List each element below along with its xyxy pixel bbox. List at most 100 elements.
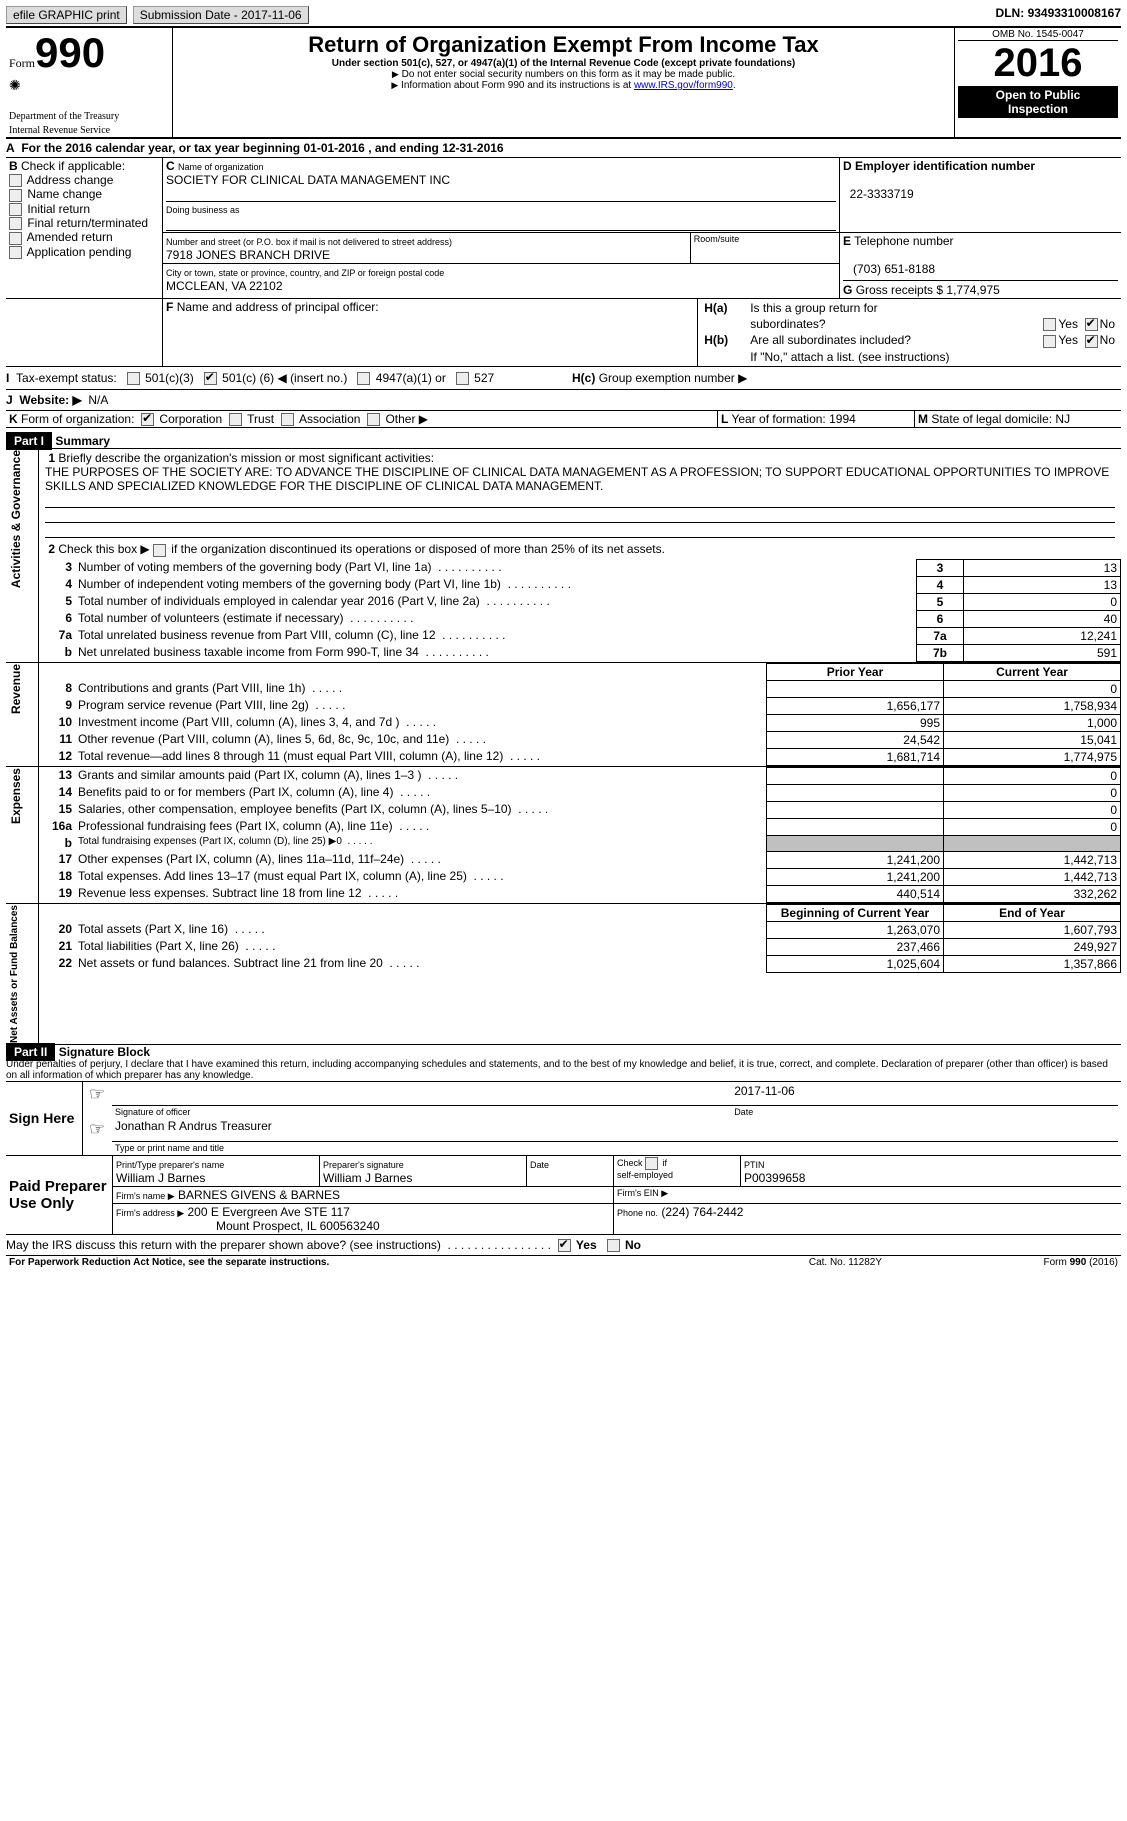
firm-name: BARNES GIVENS & BARNES bbox=[178, 1188, 340, 1202]
street-lbl: Number and street (or P.O. box if mail i… bbox=[166, 237, 452, 247]
topbar: efile GRAPHIC print Submission Date - 20… bbox=[6, 6, 1121, 28]
prep-sig: William J Barnes bbox=[323, 1171, 412, 1185]
ag-row: bNet unrelated business taxable income f… bbox=[39, 644, 1121, 661]
bcd-block: B Check if applicable: Address change Na… bbox=[6, 158, 1121, 298]
527-cb[interactable] bbox=[456, 372, 469, 385]
part1-title: Summary bbox=[55, 434, 110, 448]
city: MCCLEAN, VA 22102 bbox=[166, 279, 283, 293]
ein: 22-3333719 bbox=[850, 187, 914, 201]
data-row: 9Program service revenue (Part VIII, lin… bbox=[39, 697, 1121, 714]
sec-exp: Expenses bbox=[9, 768, 23, 824]
l1-txt: THE PURPOSES OF THE SOCIETY ARE: TO ADVA… bbox=[45, 465, 1109, 493]
data-row: 19Revenue less expenses. Subtract line 1… bbox=[39, 885, 1121, 902]
b-title: Check if applicable: bbox=[21, 159, 125, 173]
hb: Are all subordinates included? bbox=[747, 332, 1000, 348]
ha-no-cb[interactable] bbox=[1085, 318, 1098, 331]
org-name: SOCIETY FOR CLINICAL DATA MANAGEMENT INC bbox=[166, 173, 450, 187]
trust-cb[interactable] bbox=[229, 413, 242, 426]
form-number: 990 bbox=[35, 29, 105, 76]
omb: OMB No. 1545-0047 bbox=[958, 29, 1118, 41]
sec-rev: Revenue bbox=[9, 664, 23, 714]
ha-yes-cb[interactable] bbox=[1043, 318, 1056, 331]
sec-ag: Activities & Governance bbox=[9, 450, 23, 588]
b-item: Final return/terminated bbox=[9, 216, 159, 230]
part1-hdr: Part I bbox=[6, 432, 52, 450]
data-row: 11Other revenue (Part VIII, column (A), … bbox=[39, 731, 1121, 748]
c-name-lbl: Name of organization bbox=[178, 162, 264, 172]
subtitle: Under section 501(c), 527, or 4947(a)(1)… bbox=[183, 58, 944, 69]
data-row: 12Total revenue—add lines 8 through 11 (… bbox=[39, 748, 1121, 765]
date-lbl: Date bbox=[731, 1106, 1118, 1119]
submission-date-btn[interactable]: Submission Date - 2017-11-06 bbox=[133, 6, 309, 24]
ein-lbl: Employer identification number bbox=[855, 159, 1035, 173]
f-lbl: Name and address of principal officer: bbox=[177, 300, 379, 314]
dln: DLN: 93493310008167 bbox=[996, 6, 1121, 24]
hb-no-cb[interactable] bbox=[1085, 335, 1098, 348]
gross: 1,774,975 bbox=[946, 283, 999, 297]
b-item: Initial return bbox=[9, 202, 159, 216]
other-cb[interactable] bbox=[367, 413, 380, 426]
title: Return of Organization Exempt From Incom… bbox=[183, 32, 944, 58]
sig-lbl: Signature of officer bbox=[112, 1106, 731, 1119]
part2-hdr: Part II bbox=[6, 1043, 55, 1061]
data-row: 18Total expenses. Add lines 13–17 (must … bbox=[39, 868, 1121, 885]
l2-cb[interactable] bbox=[153, 544, 166, 557]
discuss-q: May the IRS discuss this return with the… bbox=[6, 1238, 441, 1252]
sec-na: Net Assets or Fund Balances bbox=[9, 905, 20, 1043]
b-item: Application pending bbox=[9, 245, 159, 259]
data-row: 14Benefits paid to or for members (Part … bbox=[39, 784, 1121, 801]
name-lbl: Type or print name and title bbox=[112, 1141, 1118, 1154]
hb-yes-cb[interactable] bbox=[1043, 335, 1056, 348]
data-row: 20Total assets (Part X, line 16) . . . .… bbox=[39, 921, 1121, 938]
l-val: 1994 bbox=[829, 412, 856, 426]
dba-lbl: Doing business as bbox=[166, 205, 240, 215]
k-lbl: Form of organization: bbox=[21, 412, 134, 426]
gross-lbl: Gross receipts $ bbox=[856, 283, 943, 297]
street: 7918 JONES BRANCH DRIVE bbox=[166, 248, 330, 262]
officer-name: Jonathan R Andrus Treasurer bbox=[115, 1119, 272, 1133]
501c-cb[interactable] bbox=[204, 372, 217, 385]
data-row: 10Investment income (Part VIII, column (… bbox=[39, 714, 1121, 731]
note-info: Information about Form 990 and its instr… bbox=[401, 80, 736, 91]
form-footer: Form 990 (2016) bbox=[936, 1256, 1121, 1269]
room-lbl: Room/suite bbox=[690, 233, 839, 264]
corp-cb[interactable] bbox=[141, 413, 154, 426]
hb-note: If "No," attach a list. (see instruction… bbox=[747, 349, 1118, 365]
data-row: 13Grants and similar amounts paid (Part … bbox=[39, 767, 1121, 784]
tax-year: 2016 bbox=[958, 41, 1118, 86]
ag-row: 6Total number of volunteers (estimate if… bbox=[39, 610, 1121, 627]
ha2: subordinates? bbox=[747, 316, 1000, 332]
discuss-no-cb[interactable] bbox=[607, 1239, 620, 1252]
data-row: 8Contributions and grants (Part VIII, li… bbox=[39, 680, 1121, 697]
note-ssn: Do not enter social security numbers on … bbox=[402, 69, 735, 80]
sign-here: Sign Here bbox=[6, 1082, 83, 1156]
assoc-cb[interactable] bbox=[281, 413, 294, 426]
data-row: 16aProfessional fundraising fees (Part I… bbox=[39, 818, 1121, 835]
data-row: 17Other expenses (Part IX, column (A), l… bbox=[39, 851, 1121, 868]
cat-no: Cat. No. 11282Y bbox=[755, 1256, 937, 1269]
4947-cb[interactable] bbox=[357, 372, 370, 385]
pra-notice: For Paperwork Reduction Act Notice, see … bbox=[6, 1256, 755, 1269]
firm-addr2: Mount Prospect, IL 600563240 bbox=[216, 1219, 380, 1233]
l1-lbl: Briefly describe the organization's miss… bbox=[58, 451, 434, 465]
data-row: bTotal fundraising expenses (Part IX, co… bbox=[39, 835, 1121, 851]
m-lbl: State of legal domicile: bbox=[931, 412, 1052, 426]
data-row: 21Total liabilities (Part X, line 26) . … bbox=[39, 938, 1121, 955]
efile-btn[interactable]: efile GRAPHIC print bbox=[6, 6, 127, 24]
ha: Is this a group return for bbox=[747, 300, 1000, 316]
ag-row: 7aTotal unrelated business revenue from … bbox=[39, 627, 1121, 644]
declaration: Under penalties of perjury, I declare th… bbox=[6, 1059, 1121, 1082]
501c3-cb[interactable] bbox=[127, 372, 140, 385]
l-lbl: Year of formation: bbox=[731, 412, 825, 426]
b-item: Name change bbox=[9, 187, 159, 201]
ptin: P00399658 bbox=[744, 1171, 805, 1185]
discuss-yes-cb[interactable] bbox=[558, 1239, 571, 1252]
form-word: Form bbox=[9, 56, 35, 70]
firm-phone: (224) 764-2442 bbox=[661, 1205, 743, 1219]
selfemp-cb[interactable] bbox=[645, 1157, 658, 1170]
data-row: 22Net assets or fund balances. Subtract … bbox=[39, 955, 1121, 972]
m-val: NJ bbox=[1055, 412, 1070, 426]
irs-link[interactable]: www.IRS.gov/form990 bbox=[634, 80, 733, 91]
line-a: A For the 2016 calendar year, or tax yea… bbox=[6, 139, 1121, 158]
ag-row: 5Total number of individuals employed in… bbox=[39, 593, 1121, 610]
